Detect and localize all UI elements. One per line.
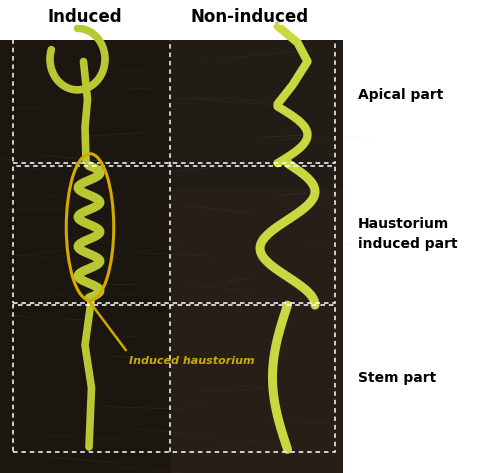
Text: Apical part: Apical part (358, 88, 443, 102)
Text: Haustorium
induced part: Haustorium induced part (358, 218, 457, 251)
Bar (171, 40, 342, 473)
Text: Non-induced: Non-induced (191, 8, 309, 26)
Bar (0, 40, 171, 473)
Bar (12, 24, 335, 163)
Text: Induced: Induced (48, 8, 122, 26)
Bar (12, 305, 335, 452)
Text: Induced haustorium: Induced haustorium (129, 356, 254, 366)
Bar (12, 166, 335, 303)
Bar (171, 189, 342, 473)
Text: Stem part: Stem part (358, 371, 436, 385)
